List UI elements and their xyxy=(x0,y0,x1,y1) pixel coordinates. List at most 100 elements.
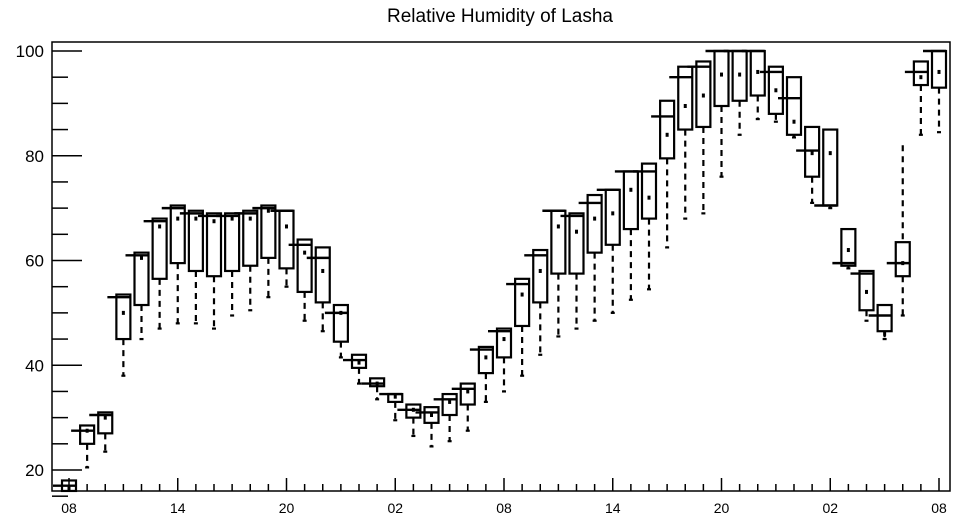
box-group xyxy=(778,76,803,139)
x-tick-label: 20 xyxy=(279,500,295,516)
box-mean-marker xyxy=(411,407,415,412)
box-mean-marker xyxy=(883,331,887,336)
box-group xyxy=(596,188,621,314)
box-body xyxy=(495,327,513,359)
box-group xyxy=(433,392,458,443)
box-mean-marker xyxy=(212,219,216,224)
y-tick-label: 40 xyxy=(25,356,44,375)
box-mean-marker xyxy=(176,216,180,221)
box-body xyxy=(586,193,603,254)
plot-frame xyxy=(51,41,951,492)
box-mean-marker xyxy=(846,248,850,253)
box-group xyxy=(343,353,368,385)
box-mean-marker xyxy=(158,224,162,229)
box-mean-marker xyxy=(321,268,325,273)
box-mean-marker xyxy=(248,216,252,221)
box-group xyxy=(524,248,549,356)
box-group xyxy=(560,212,585,330)
box-mean-marker xyxy=(593,216,597,221)
box-group xyxy=(234,209,259,312)
box-mean-marker xyxy=(303,250,307,255)
box-group xyxy=(542,209,567,338)
box-mean-marker xyxy=(810,151,814,156)
box-group xyxy=(923,49,948,134)
box-group xyxy=(107,293,132,377)
box-body xyxy=(151,217,168,280)
box-group xyxy=(252,204,277,299)
box-mean-marker xyxy=(683,103,687,108)
box-group xyxy=(868,303,893,341)
box-body xyxy=(459,382,476,406)
box-group xyxy=(89,411,114,453)
box-mean-marker xyxy=(121,310,125,315)
x-tick-label: 08 xyxy=(61,500,77,516)
box-group xyxy=(814,128,839,210)
box-mean-marker xyxy=(520,292,524,297)
box-mean-marker xyxy=(828,151,832,156)
box-body xyxy=(930,49,948,89)
x-tick-label: 08 xyxy=(931,500,947,516)
box-mean-marker xyxy=(738,72,742,77)
box-mean-marker xyxy=(556,224,560,229)
box-mean-marker xyxy=(647,195,651,200)
box-body xyxy=(169,204,186,265)
box-body xyxy=(568,212,585,275)
box-group xyxy=(71,424,96,469)
box-group xyxy=(687,60,712,215)
box-body xyxy=(640,162,658,220)
axes-layer: 20 40 60 80 100 08 14 20 02 08 14 20 02 08 xyxy=(16,41,951,516)
box-body xyxy=(477,345,494,375)
box-mean-marker xyxy=(430,413,433,418)
box-mean-marker xyxy=(266,208,270,213)
box-group xyxy=(379,392,404,422)
box-group xyxy=(361,377,386,401)
box-group xyxy=(904,60,929,136)
box-body xyxy=(713,49,730,108)
box-mean-marker xyxy=(538,268,542,273)
x-tick-label: 14 xyxy=(170,500,186,516)
box-body xyxy=(785,76,803,136)
y-tick-label: 80 xyxy=(25,147,44,166)
y-tick-label: 60 xyxy=(25,252,44,271)
box-group xyxy=(796,125,821,204)
box-mean-marker xyxy=(103,415,107,420)
box-group xyxy=(143,217,168,330)
x-tick-label: 02 xyxy=(822,500,838,516)
x-tick-label: 02 xyxy=(387,500,403,516)
box-group xyxy=(633,162,658,291)
box-mean-marker xyxy=(375,381,379,386)
box-group xyxy=(161,204,186,325)
box-mean-marker xyxy=(85,428,89,433)
box-group xyxy=(469,345,494,404)
box-group xyxy=(53,479,78,493)
box-body xyxy=(242,209,259,267)
box-group xyxy=(216,212,241,317)
box-body xyxy=(115,293,132,341)
box-group xyxy=(850,269,875,322)
box-body xyxy=(278,209,295,270)
box-mean-marker xyxy=(756,69,760,74)
box-mean-marker xyxy=(484,355,488,360)
box-group xyxy=(179,209,204,325)
box-body xyxy=(332,303,349,343)
chart-title: Relative Humidity of Lasha xyxy=(387,6,613,27)
box-mean-marker xyxy=(393,394,397,399)
box-body xyxy=(822,128,839,207)
box-mean-marker xyxy=(629,187,633,192)
x-tick-label: 08 xyxy=(496,500,512,516)
box-body xyxy=(441,392,458,417)
box-group xyxy=(288,238,313,322)
box-group xyxy=(324,303,349,359)
box-mean-marker xyxy=(575,229,578,234)
box-mean-marker xyxy=(230,216,234,221)
box-mean-marker xyxy=(357,360,361,365)
box-mean-marker xyxy=(792,119,796,124)
box-body xyxy=(205,212,223,278)
box-group xyxy=(705,49,730,178)
box-mean-marker xyxy=(865,289,868,294)
x-tick-label: 20 xyxy=(714,500,730,516)
x-tick-label: 14 xyxy=(605,500,621,516)
box-group xyxy=(506,277,531,377)
box-body xyxy=(659,99,676,160)
box-body xyxy=(622,170,639,231)
